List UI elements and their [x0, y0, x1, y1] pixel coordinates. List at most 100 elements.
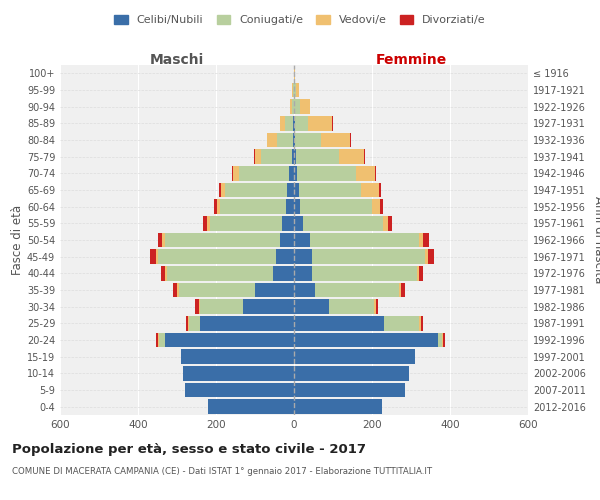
Bar — [428, 250, 434, 264]
Bar — [361, 182, 379, 198]
Bar — [294, 216, 302, 230]
Bar — [286, 200, 294, 214]
Bar — [417, 266, 419, 280]
Bar — [196, 300, 199, 314]
Bar — [425, 250, 428, 264]
Bar — [388, 216, 392, 230]
Text: COMUNE DI MACERATA CAMPANIA (CE) - Dati ISTAT 1° gennaio 2017 - Elaborazione TUT: COMUNE DI MACERATA CAMPANIA (CE) - Dati … — [12, 468, 432, 476]
Bar — [310, 232, 419, 248]
Bar — [356, 166, 375, 180]
Bar — [183, 366, 294, 380]
Bar — [294, 232, 310, 248]
Bar — [277, 250, 294, 264]
Bar — [295, 100, 300, 114]
Bar — [294, 350, 415, 364]
Bar — [299, 182, 361, 198]
Bar — [232, 166, 233, 180]
Bar — [217, 200, 220, 214]
Bar — [292, 82, 293, 98]
Y-axis label: Fasce di età: Fasce di età — [11, 205, 24, 275]
Bar — [287, 182, 294, 198]
Bar — [372, 200, 380, 214]
Text: Maschi: Maschi — [150, 52, 204, 66]
Bar — [364, 150, 365, 164]
Bar — [244, 300, 294, 314]
Bar — [290, 100, 292, 114]
Bar — [294, 266, 311, 280]
Bar — [401, 282, 405, 298]
Bar — [295, 132, 320, 148]
Bar — [294, 300, 329, 314]
Bar — [294, 132, 295, 148]
Bar — [294, 166, 297, 180]
Bar — [261, 150, 292, 164]
Bar — [308, 116, 332, 130]
Bar — [280, 232, 294, 248]
Bar — [374, 300, 376, 314]
Bar — [293, 116, 294, 130]
Bar — [294, 316, 384, 330]
Bar — [421, 316, 422, 330]
Bar — [294, 400, 382, 414]
Bar — [150, 250, 155, 264]
Bar — [179, 282, 255, 298]
Bar — [207, 216, 210, 230]
Bar — [320, 132, 350, 148]
Bar — [438, 332, 442, 347]
Bar — [294, 382, 405, 398]
Bar — [294, 182, 299, 198]
Bar — [166, 232, 280, 248]
Bar — [296, 150, 339, 164]
Bar — [295, 82, 296, 98]
Bar — [311, 250, 425, 264]
Bar — [177, 282, 179, 298]
Bar — [283, 216, 294, 230]
Y-axis label: Anni di nascita: Anni di nascita — [592, 196, 600, 284]
Bar — [293, 132, 294, 148]
Bar — [219, 182, 221, 198]
Bar — [419, 316, 421, 330]
Bar — [376, 300, 378, 314]
Bar — [268, 132, 277, 148]
Bar — [292, 150, 294, 164]
Bar — [339, 150, 364, 164]
Bar — [200, 316, 294, 330]
Bar — [255, 282, 294, 298]
Bar — [297, 166, 356, 180]
Text: Popolazione per età, sesso e stato civile - 2017: Popolazione per età, sesso e stato civil… — [12, 442, 366, 456]
Bar — [375, 166, 376, 180]
Bar — [267, 132, 268, 148]
Bar — [295, 116, 308, 130]
Bar — [302, 216, 383, 230]
Bar — [173, 282, 177, 298]
Bar — [380, 200, 383, 214]
Bar — [384, 316, 419, 330]
Bar — [254, 150, 255, 164]
Bar — [277, 132, 293, 148]
Bar — [162, 232, 165, 248]
Bar — [300, 100, 310, 114]
Bar — [294, 282, 316, 298]
Bar — [220, 200, 286, 214]
Bar — [419, 232, 424, 248]
Bar — [383, 216, 388, 230]
Bar — [294, 116, 295, 130]
Bar — [160, 332, 165, 347]
Bar — [419, 266, 422, 280]
Legend: Celibi/Nubili, Coniugati/e, Vedovi/e, Divorziati/e: Celibi/Nubili, Coniugati/e, Vedovi/e, Di… — [110, 10, 490, 30]
Bar — [272, 266, 294, 280]
Bar — [165, 332, 294, 347]
Bar — [255, 150, 261, 164]
Bar — [424, 232, 430, 248]
Bar — [239, 166, 289, 180]
Bar — [185, 316, 188, 330]
Bar — [155, 250, 157, 264]
Bar — [296, 82, 299, 98]
Bar — [311, 266, 417, 280]
Bar — [200, 300, 244, 314]
Bar — [294, 200, 300, 214]
Bar — [233, 166, 239, 180]
Bar — [157, 250, 277, 264]
Bar — [289, 166, 294, 180]
Bar — [316, 282, 400, 298]
